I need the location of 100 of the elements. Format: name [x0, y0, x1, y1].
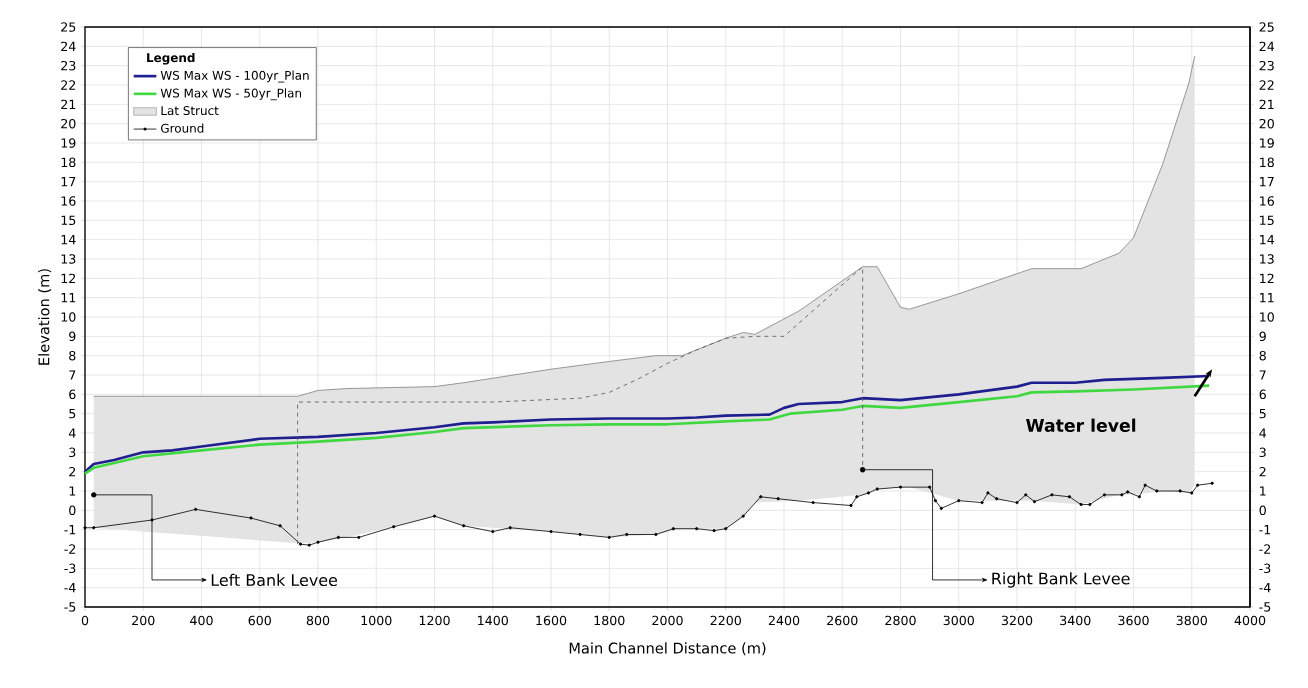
- point: [866, 491, 871, 495]
- x-tick-label: 1800: [594, 615, 625, 626]
- point: [671, 527, 675, 531]
- y-tick-label: 1: [69, 486, 76, 496]
- point: [1155, 489, 1159, 493]
- y-tick-label: 24: [61, 41, 76, 52]
- point: [249, 516, 253, 520]
- y-tick-label: 15: [61, 215, 76, 226]
- x-tick-label: 2400: [768, 615, 800, 626]
- point: [1210, 481, 1214, 485]
- y2-tick-label: 9: [1259, 331, 1266, 342]
- point: [1196, 483, 1200, 487]
- legend-label: WS Max WS - 100yr_Plan: [160, 70, 309, 83]
- y2-tick-label: 25: [1259, 22, 1274, 32]
- y2-tick-label: 12: [1260, 273, 1274, 284]
- y2-tick-label: 4: [1259, 428, 1267, 438]
- y-tick-label: 12: [61, 273, 76, 284]
- x-tick-label: 3600: [1118, 615, 1149, 626]
- y-tick-label: 14: [61, 235, 76, 245]
- y2-tick-label: 23: [1259, 60, 1274, 71]
- point: [1032, 500, 1037, 504]
- y-tick-label: -1: [64, 525, 76, 535]
- y-tick-label: 20: [61, 118, 76, 129]
- x-tick-label: 3800: [1176, 615, 1207, 626]
- x-tick-label: 3000: [943, 615, 974, 626]
- point: [1067, 495, 1072, 499]
- annotation: Left Bank Levee: [211, 573, 338, 587]
- x-tick-label: 1000: [361, 615, 392, 626]
- y2-tick-label: 3: [1259, 447, 1266, 458]
- y-tick-label: 6: [69, 389, 76, 400]
- y2-tick-label: 17: [1260, 177, 1274, 187]
- point: [307, 543, 311, 547]
- point: [1137, 495, 1141, 499]
- point: [1120, 493, 1124, 497]
- y-tick-label: 3: [69, 447, 76, 458]
- y-tick-label: 0: [69, 505, 76, 516]
- y-tick-label: 18: [61, 157, 76, 168]
- y-tick-label: 10: [61, 312, 76, 322]
- point: [432, 514, 437, 518]
- point: [849, 503, 853, 508]
- legend-label: WS Max WS - 50yr_Plan: [160, 88, 302, 101]
- y2-tick-label: 15: [1260, 215, 1274, 226]
- y2-tick-label: -2: [1259, 544, 1271, 554]
- point: [928, 485, 932, 489]
- x-tick-label: 2600: [827, 615, 858, 626]
- y-tick-label: 23: [61, 60, 76, 71]
- point: [278, 524, 282, 528]
- y2-tick-label: 11: [1260, 293, 1274, 303]
- y2-tick-label: 0: [1259, 505, 1266, 516]
- y2-tick-label: 8: [1259, 350, 1266, 361]
- y-tick-label: 19: [61, 138, 76, 148]
- y-tick-label: 9: [69, 331, 76, 342]
- point: [980, 501, 984, 505]
- y2-tick-label: -3: [1259, 563, 1271, 574]
- point: [83, 526, 87, 530]
- point: [1079, 502, 1083, 507]
- point: [724, 527, 728, 531]
- point: [986, 491, 990, 495]
- x-tick-label: 0: [81, 615, 89, 626]
- point: [957, 499, 961, 503]
- y2-tick-label: 7: [1259, 370, 1266, 380]
- point: [92, 526, 96, 530]
- point: [194, 507, 198, 511]
- x-tick-label: 400: [190, 615, 213, 626]
- point: [1088, 502, 1092, 507]
- y2-tick-label: 13: [1260, 254, 1274, 264]
- annotation: Water level: [1026, 418, 1136, 432]
- point: [1126, 490, 1130, 494]
- point: [462, 524, 466, 528]
- point: [875, 487, 879, 491]
- annotation: Right Bank Levee: [992, 572, 1130, 588]
- legend-title: Legend: [147, 52, 195, 65]
- point: [1015, 501, 1019, 505]
- point: [578, 532, 582, 537]
- point: [1190, 491, 1194, 495]
- point: [336, 535, 340, 539]
- legend-label: Lat Struct: [161, 106, 219, 116]
- point: [1143, 483, 1147, 487]
- point: [1102, 493, 1106, 497]
- x-tick-label: 2200: [710, 615, 741, 626]
- point: [1024, 493, 1028, 497]
- x-tick-label: 3400: [1060, 615, 1091, 626]
- y2-tick-label: 1: [1260, 486, 1266, 496]
- y-tick-label: 2: [69, 466, 76, 477]
- y-tick-label: 16: [61, 196, 76, 206]
- y-tick-label: 7: [69, 370, 76, 380]
- y-tick-label: 25: [61, 22, 76, 32]
- x-tick-label: 1400: [478, 615, 508, 626]
- x-tick-label: 200: [132, 615, 155, 626]
- point: [855, 495, 859, 499]
- legend-label: Ground: [161, 123, 204, 133]
- y2-tick-label: 19: [1260, 138, 1274, 148]
- point: [508, 526, 512, 530]
- y2-tick-label: 14: [1260, 235, 1275, 245]
- y-tick-label: 13: [61, 254, 76, 264]
- x-tick-label: 3200: [1001, 615, 1033, 626]
- x-axis-title: Main Channel Distance (m): [569, 642, 766, 656]
- point: [898, 485, 903, 489]
- y-tick-label: 11: [61, 293, 76, 303]
- point: [1178, 489, 1182, 493]
